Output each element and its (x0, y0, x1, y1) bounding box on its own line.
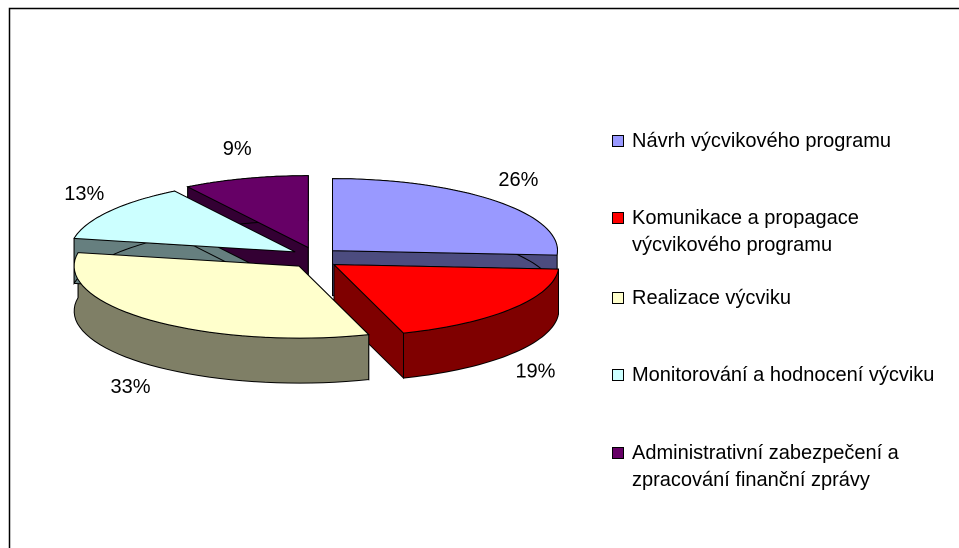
legend-item: Monitorování a hodnocení výcviku (612, 362, 952, 389)
legend-swatch (612, 212, 624, 224)
data-label: 26% (498, 169, 538, 191)
data-label: 19% (515, 360, 555, 382)
slice (332, 264, 560, 334)
data-label: 33% (110, 376, 150, 398)
legend-swatch (612, 135, 624, 147)
data-label: 13% (64, 183, 104, 205)
legend-label: Administrativní zabezpečení a zpracování… (632, 442, 899, 491)
legend-label: Komunikace a propagace výcvikového progr… (632, 207, 859, 256)
legend-swatch (612, 292, 624, 304)
legend-label: Monitorování a hodnocení výcviku (632, 364, 935, 386)
legend-label: Návrh výcvikového programu (632, 130, 891, 152)
legend-swatch (612, 447, 624, 459)
data-label: 9% (223, 138, 252, 160)
slice (186, 175, 309, 249)
legend-swatch (612, 369, 624, 381)
slice (73, 252, 370, 339)
legend-label: Realizace výcviku (632, 287, 791, 309)
legend-item: Návrh výcvikového programu (612, 128, 952, 155)
legend-item: Komunikace a propagace výcvikového progr… (612, 205, 952, 259)
legend-item: Realizace výcviku (612, 285, 952, 312)
frame (8, 7, 959, 548)
slice (73, 190, 296, 253)
slice (332, 178, 559, 256)
legend-item: Administrativní zabezpečení a zpracování… (612, 440, 952, 494)
